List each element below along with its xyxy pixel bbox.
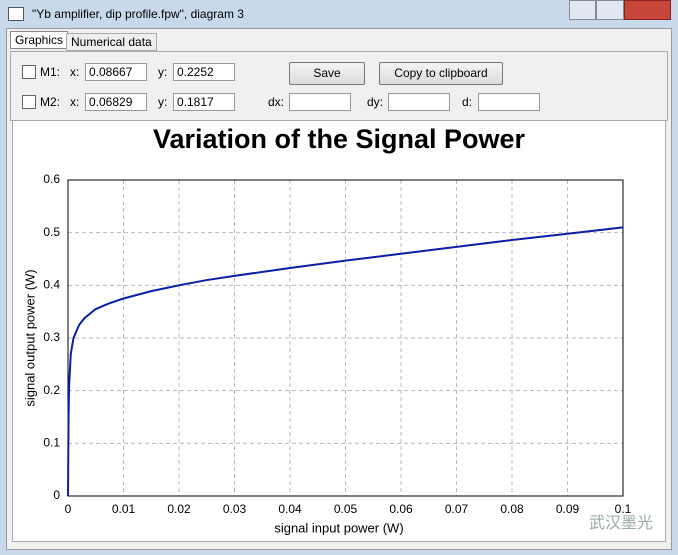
x-label: x:: [70, 95, 80, 109]
window-title: "Yb amplifier, dip profile.fpw", diagram…: [32, 7, 244, 21]
y-tick-label: 0: [53, 488, 60, 502]
tab[interactable]: Graphics: [10, 31, 69, 49]
y-axis-label: signal output power (W): [22, 269, 37, 406]
plot-frame: [67, 179, 624, 497]
x-tick-label: 0.1: [615, 502, 632, 516]
x-tick-label: 0.07: [445, 502, 469, 516]
x-field[interactable]: 0.06829: [85, 93, 147, 111]
app-icon: [8, 7, 24, 21]
chart-title: Variation of the Signal Power: [153, 124, 526, 154]
y-tick-label: 0.6: [43, 172, 60, 186]
x-tick-label: 0.05: [334, 502, 358, 516]
checkbox[interactable]: [22, 95, 36, 109]
dy-label: dy:: [367, 95, 384, 109]
y-label: y:: [158, 65, 168, 79]
dx-field[interactable]: [289, 93, 351, 111]
x-field[interactable]: 0.08667: [85, 63, 147, 81]
x-tick-label: 0.09: [556, 502, 580, 516]
checkbox[interactable]: [22, 65, 36, 79]
y-tick-label: 0.2: [43, 383, 60, 397]
watermark: 武汉墨光: [589, 514, 653, 532]
x-tick-label: 0.03: [223, 502, 247, 516]
maximize[interactable]: [596, 0, 624, 20]
y-tick-label: 0.5: [43, 225, 60, 239]
x-axis-label: signal input power (W): [274, 520, 403, 535]
tab[interactable]: Numerical data: [66, 33, 157, 51]
close[interactable]: [623, 0, 671, 20]
x-tick-label: 0: [65, 502, 72, 516]
dx-label: dx:: [268, 95, 285, 109]
y-field[interactable]: 0.1817: [173, 93, 235, 111]
x-tick-label: 0.04: [278, 502, 302, 516]
copy-button[interactable]: Copy to clipboard: [379, 62, 503, 85]
y-tick-label: 0.3: [43, 330, 60, 344]
x-tick-label: 0.08: [500, 502, 524, 516]
d-label: d:: [462, 95, 473, 109]
y-label: y:: [158, 95, 168, 109]
minimize[interactable]: [569, 0, 597, 20]
d-field[interactable]: [478, 93, 540, 111]
x-tick-label: 0.01: [112, 502, 136, 516]
chart: Variation of the Signal Power signal inp…: [12, 120, 666, 542]
marker-label: M1:: [40, 65, 61, 79]
dy-field[interactable]: [388, 93, 450, 111]
line: [67, 226, 624, 497]
x-tick-label: 0.02: [167, 502, 191, 516]
save-button[interactable]: Save: [289, 62, 365, 85]
marker-label: M2:: [40, 95, 61, 109]
window-controls: [569, 0, 671, 20]
x-tick-label: 0.06: [389, 502, 413, 516]
x-label: x:: [70, 65, 80, 79]
y-tick-label: 0.1: [43, 436, 60, 450]
y-field[interactable]: 0.2252: [173, 63, 235, 81]
y-tick-label: 0.4: [43, 278, 60, 292]
